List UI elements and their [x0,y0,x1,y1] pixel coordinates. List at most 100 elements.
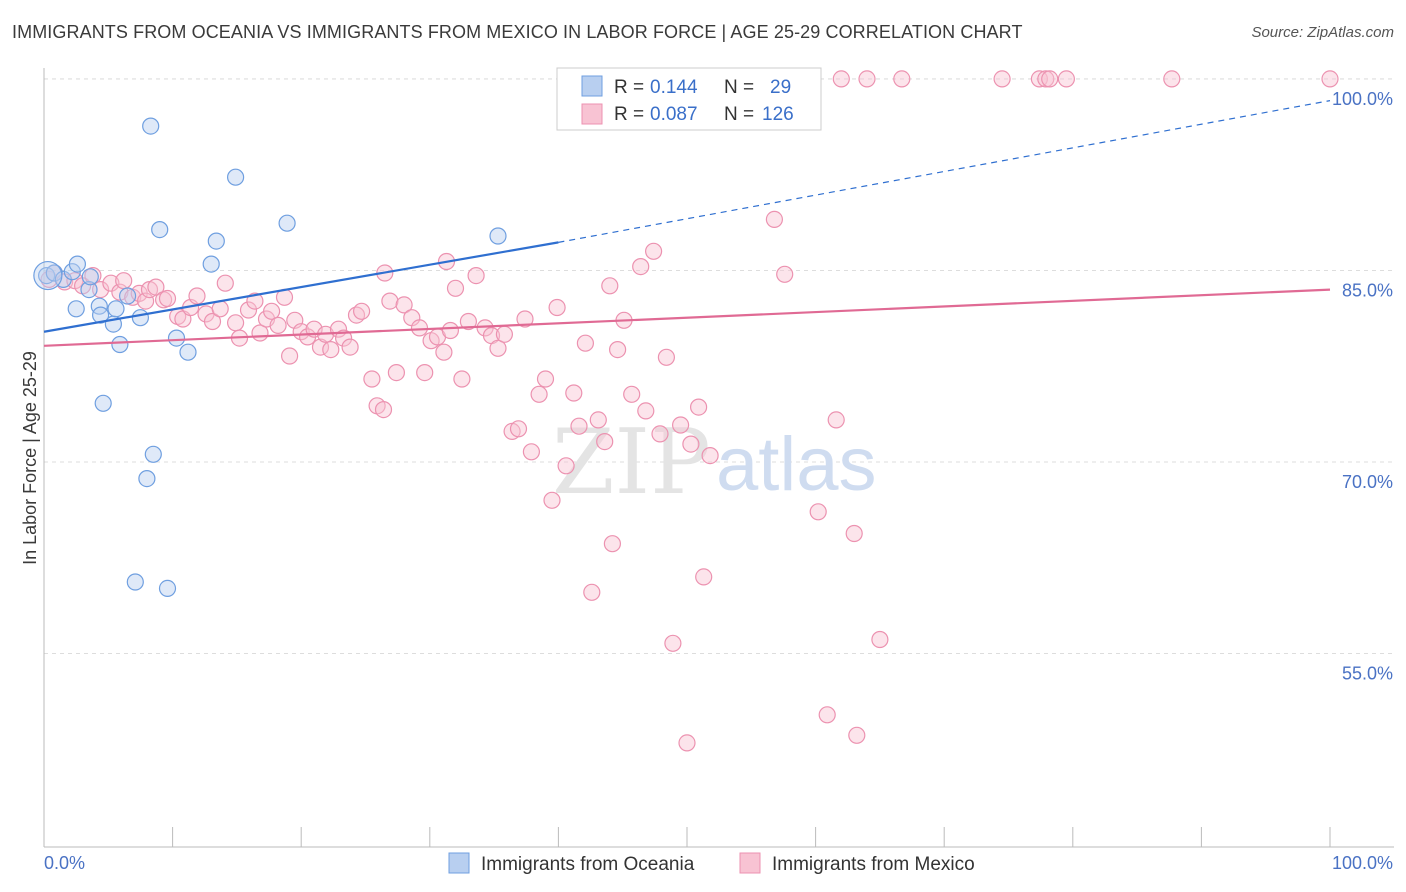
trendline-oceania-extension [558,100,1331,243]
mexico-point-47 [363,370,381,388]
gridlines [44,78,1394,655]
oceania-point-19 [202,255,220,273]
mexico-point-7 [102,274,120,292]
y-tick-label-85: 85.0% [1342,280,1393,300]
mexico-point-69 [509,420,528,438]
watermark-atlas: atlas [716,422,877,507]
mexico-point-105 [776,265,794,283]
mexico-point-92 [664,634,682,652]
mexico-point-54 [410,319,429,337]
y-axis-label: In Labor Force | Age 25-29 [20,351,40,565]
mexico-point-81 [589,411,607,429]
oceania-point-16 [151,221,169,239]
mexico-point-112 [848,726,866,744]
mexico-point-93 [671,416,690,434]
mexico-point-79 [576,334,595,352]
mexico-point-25 [227,314,245,332]
mexico-point-72 [530,385,548,403]
x-tick-label-100: 100.0% [1332,853,1393,873]
mexico-point-60 [446,279,465,297]
trend-lines [43,100,1331,347]
mexico-point-113 [858,70,876,88]
oceania-point-11 [107,300,125,318]
mexico-point-94 [678,734,696,752]
mexico-point-78 [570,417,588,435]
chart-title: IMMIGRANTS FROM OCEANIA VS IMMIGRANTS FR… [12,22,1023,42]
oceania-point-18 [179,343,197,361]
mexico-point-28 [246,292,264,310]
oceania-point-1 [45,264,63,282]
y-tick-label-100: 100.0% [1332,89,1393,109]
oceania-point-21 [227,168,245,186]
mexico-point-89 [644,242,663,260]
legend-swatch-mexico [581,103,603,125]
mexico-point-59 [441,321,459,340]
stats-legend: R = 0.144 N = 29 R = 0.087 N = 126 [556,67,822,131]
mexico-point-119 [1041,70,1059,88]
mexico-point-84 [608,341,627,359]
bottom-legend-label-mexico: Immigrants from Mexico [772,854,975,875]
mexico-point-70 [516,310,534,328]
legend-r-label-oceania: R = [614,77,644,98]
oceania-point-24 [94,394,112,412]
y-tick-label-70: 70.0% [1342,472,1393,492]
bottom-legend-label-oceania: Immigrants from Oceania [481,854,695,875]
oceania-point-9 [91,306,110,324]
mexico-point-63 [467,267,485,285]
mexico-point-122 [1321,70,1339,88]
bottom-legend-swatch-mexico [739,852,761,874]
oceania-point-5 [80,281,98,299]
mexico-point-20 [188,287,206,305]
mexico-point-111 [845,524,863,543]
mexico-point-80 [583,583,601,601]
mexico-point-121 [1163,70,1181,88]
mexico-point-108 [818,706,836,724]
mexico-point-74 [543,491,561,509]
oceania-point-7 [67,300,85,318]
mexico-point-75 [548,298,566,317]
legend-n-label-oceania: N = [724,77,754,98]
oceania-point-13 [131,309,149,327]
mexico-point-73 [536,370,555,388]
legend-n-value-oceania: 29 [770,77,791,98]
oceania-point-27 [126,573,144,591]
source-credit: Source: ZipAtlas.com [1251,24,1394,41]
trendline-mexico [43,288,1331,347]
y-axis-tick-labels: 55.0% 70.0% 85.0% 100.0% [1332,89,1393,684]
oceania-point-4 [68,255,87,273]
oceania-point-6 [81,268,99,286]
mexico-point-91 [657,348,676,366]
legend-r-value-mexico: 0.087 [650,104,698,125]
mexico-point-44 [341,338,359,356]
oceania-point-26 [138,470,156,488]
mexico-point-104 [765,210,784,228]
mexico-point-116 [993,70,1011,88]
mexico-point-39 [311,338,330,356]
oceania-point-15 [142,117,160,135]
mexico-point-51 [387,364,405,382]
oceania-point-25 [144,445,162,463]
mexico-point-41 [322,341,340,359]
mexico-point-109 [827,411,845,429]
mexico-point-90 [651,425,669,443]
bottom-legend: Immigrants from Oceania Immigrants from … [448,852,975,875]
legend-r-label-mexico: R = [614,104,644,125]
oceania-point-17 [167,329,186,347]
mexico-point-77 [565,384,583,402]
mexico-point-67 [495,325,513,343]
mexico-point-123 [374,401,393,419]
mexico-point-16 [158,289,177,308]
mexico-point-58 [435,343,453,361]
mexico-point-61 [453,370,471,388]
mexico-point-82 [596,433,614,451]
mexico-point-62 [459,312,477,331]
trendline-oceania [43,241,559,333]
mexico-point-14 [147,278,165,296]
mexico-point-95 [682,435,700,453]
mexico-point-27 [239,301,258,319]
mexico-point-98 [701,447,719,465]
mexico-point-52 [395,296,413,314]
oceania-point-14 [111,335,129,354]
mexico-point-46 [353,302,371,320]
